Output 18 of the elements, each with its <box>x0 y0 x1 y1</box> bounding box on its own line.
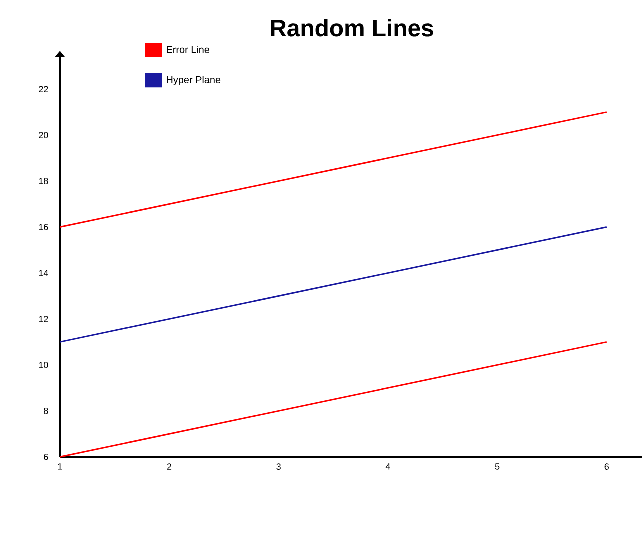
x-tick-label: 1 <box>58 464 62 470</box>
y-tick-label: 22 <box>39 86 48 92</box>
y-tick-label: 12 <box>39 316 48 322</box>
y-tick-label: 18 <box>39 178 48 184</box>
x-tick-label: 4 <box>386 464 390 470</box>
x-tick-label: 2 <box>167 464 172 470</box>
y-tick-label: 8 <box>44 408 48 414</box>
legend-label: Hyper Plane <box>167 76 221 86</box>
y-tick-label: 20 <box>39 132 48 138</box>
y-tick-label: 10 <box>39 362 48 368</box>
x-tick-label: 6 <box>604 464 609 470</box>
y-tick-label: 16 <box>39 224 48 230</box>
x-tick-label: 3 <box>276 464 281 470</box>
y-tick-label: 14 <box>39 270 48 276</box>
chart-title: Random Lines <box>271 19 434 37</box>
legend-label: Error Line <box>167 46 210 54</box>
x-tick-label: 5 <box>495 464 500 470</box>
y-tick-label: 6 <box>44 454 48 460</box>
